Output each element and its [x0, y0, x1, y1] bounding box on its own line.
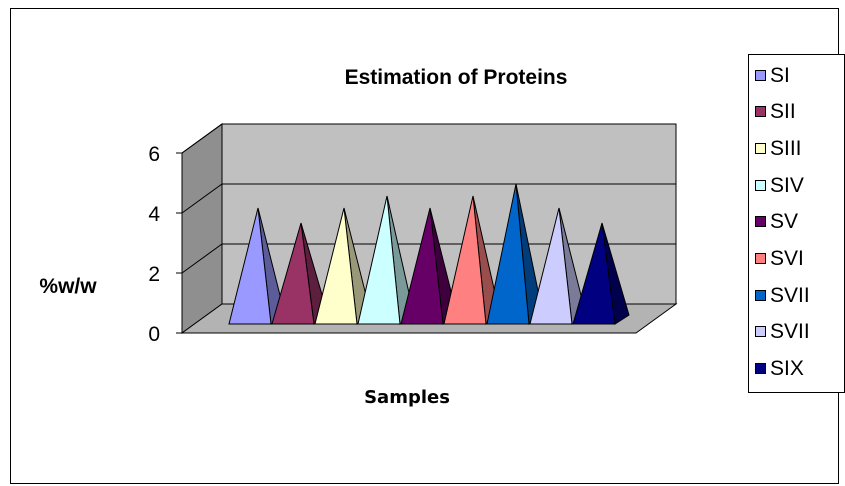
side-wall — [181, 123, 223, 334]
legend-swatch — [755, 106, 766, 118]
chart-title: Estimation of Proteins — [345, 66, 568, 89]
gridline — [181, 123, 676, 154]
y-tick-label: 6 — [148, 143, 160, 166]
legend-label: SVI — [770, 247, 804, 270]
y-axis-label: %w/w — [39, 275, 97, 298]
legend-swatch — [755, 289, 766, 301]
legend-item: SII — [755, 95, 796, 129]
cone-series — [228, 183, 630, 325]
cone-9 — [572, 222, 630, 325]
cone-front — [357, 195, 401, 325]
legend-swatch — [755, 179, 766, 191]
y-axis-ticks: 0 2 4 6 — [148, 143, 183, 346]
cone-front — [529, 207, 573, 325]
y-tick-label: 2 — [148, 263, 160, 286]
legend-label: SII — [770, 100, 796, 124]
cone-front — [271, 222, 315, 325]
y-tick-label: 0 — [148, 323, 160, 346]
cone-front — [228, 207, 272, 325]
legend-label: SI — [770, 63, 790, 87]
legend-label: SIII — [770, 136, 802, 160]
legend-label: SV — [770, 210, 799, 234]
legend-swatch — [755, 363, 766, 375]
legend-label: SVII — [770, 320, 810, 344]
cone-front — [314, 207, 358, 325]
legend-swatch — [755, 253, 766, 264]
legend-item: SIX — [755, 352, 804, 386]
legend-item: SVI — [755, 242, 804, 276]
legend-label: SIV — [770, 173, 804, 197]
legend-item: SVII — [755, 315, 810, 349]
legend-item: SI — [755, 58, 790, 92]
y-tick-label: 4 — [148, 203, 160, 226]
gridline — [181, 183, 676, 214]
cone-7 — [486, 183, 544, 325]
cone-front — [572, 222, 616, 325]
legend-label: SVII — [770, 283, 810, 307]
cone-front — [486, 183, 530, 325]
legend-label: SIX — [770, 357, 804, 381]
legend-swatch — [755, 216, 766, 228]
legend-item: SVII — [755, 278, 810, 312]
legend-swatch — [755, 326, 766, 338]
legend-swatch — [755, 69, 766, 81]
legend: SI SII SIII SIV SV SVI SVII SVII SIX — [748, 54, 845, 393]
cone-front — [400, 207, 444, 325]
legend-swatch — [755, 142, 766, 154]
legend-item: SV — [755, 205, 798, 239]
cone-front — [443, 195, 487, 325]
legend-item: SIII — [755, 131, 802, 165]
legend-item: SIV — [755, 168, 804, 202]
x-axis-label: Samples — [364, 387, 450, 408]
